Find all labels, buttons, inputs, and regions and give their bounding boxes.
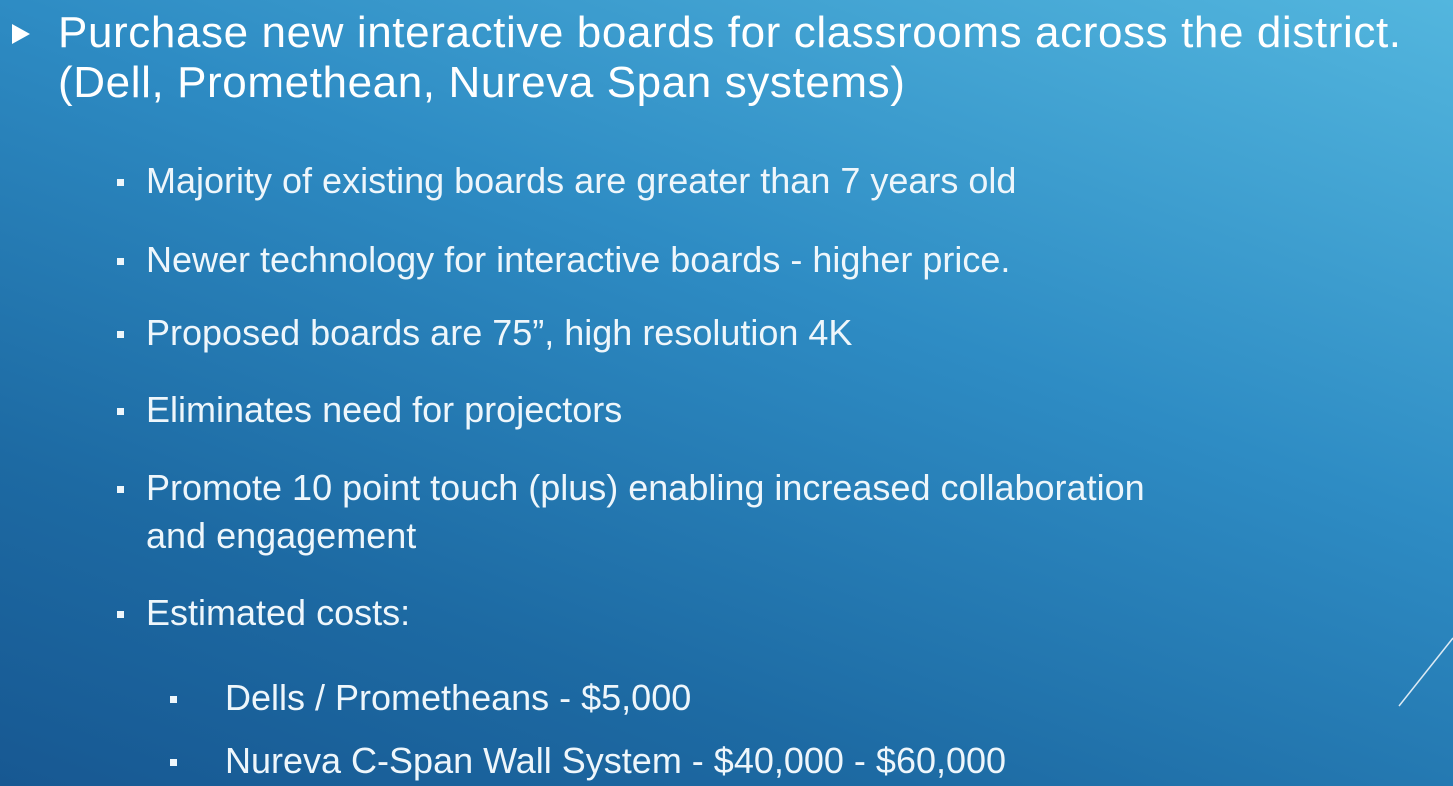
cost: Dells / Prometheans - $5,000 [225, 677, 692, 718]
point: Eliminates need for projectors [146, 389, 623, 430]
point: Newer technology for interactive boards … [146, 239, 1011, 280]
sub-bullet [117, 179, 124, 186]
sub-bullet [117, 258, 124, 265]
sub-bullet [117, 486, 124, 493]
cost: Nureva C-Span Wall System - $40,000 - $6… [225, 740, 1007, 781]
sub-bullet [117, 408, 124, 415]
point: Promote 10 point touch (plus) enabling i… [146, 467, 1145, 556]
decor-line [1398, 637, 1453, 707]
sub-bullet [117, 331, 124, 338]
heading: Purchase new interactive boards for clas… [58, 8, 1402, 107]
sub-bullet [117, 611, 124, 618]
point: Proposed boards are 75”, high resolution… [146, 312, 853, 353]
cost-bullet [170, 759, 177, 766]
point: Majority of existing boards are greater … [146, 160, 1017, 201]
main-bullet [12, 24, 30, 44]
point: Estimated costs: [146, 592, 411, 633]
cost-bullet [170, 696, 177, 703]
